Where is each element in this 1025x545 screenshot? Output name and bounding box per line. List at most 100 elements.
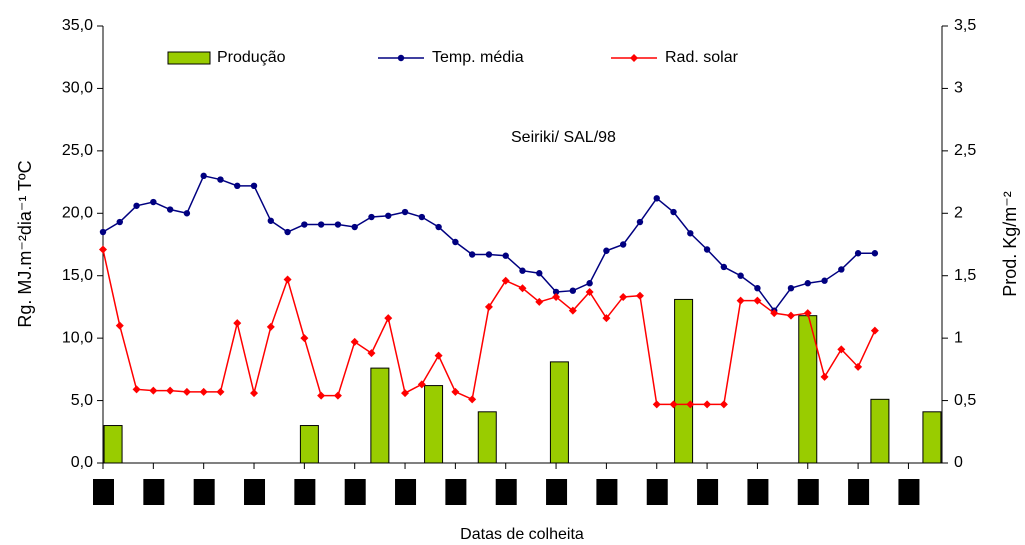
redacted-label	[294, 479, 316, 505]
y-tick-label: 20,0	[62, 205, 93, 222]
legend-label: Temp. média	[432, 49, 524, 66]
point	[317, 391, 326, 400]
point	[250, 389, 259, 398]
point	[501, 276, 510, 285]
point	[568, 306, 577, 315]
point	[686, 400, 695, 409]
y2-tick-label: 0	[954, 454, 963, 471]
redacted-label	[143, 479, 165, 505]
point	[619, 292, 628, 301]
point	[267, 217, 274, 224]
point	[300, 334, 309, 343]
point	[435, 223, 442, 231]
point	[619, 241, 627, 248]
point	[837, 345, 846, 354]
bar	[922, 411, 942, 464]
legend-label: Rad. solar	[665, 49, 739, 66]
point	[200, 172, 207, 180]
point	[468, 251, 476, 258]
bar	[370, 367, 390, 464]
point	[838, 266, 845, 273]
point	[803, 309, 812, 318]
y2-tick-label: 1,5	[954, 267, 976, 284]
point	[166, 206, 174, 213]
point	[233, 319, 242, 328]
point	[401, 389, 410, 398]
point	[452, 238, 459, 246]
redacted-label	[93, 479, 114, 505]
bar	[549, 361, 569, 464]
point	[820, 372, 829, 381]
redacted-label	[395, 479, 417, 505]
point	[250, 182, 258, 190]
point	[385, 212, 392, 219]
point	[217, 176, 224, 183]
redacted-label	[344, 479, 366, 505]
point	[367, 349, 376, 358]
point	[603, 247, 610, 254]
point	[283, 275, 292, 284]
point	[485, 251, 493, 258]
point	[703, 246, 711, 253]
point	[502, 252, 509, 259]
redacted-label	[797, 479, 819, 505]
point	[368, 213, 375, 221]
redacted-label	[244, 479, 266, 505]
point	[116, 218, 123, 226]
y2-tick-label: 0,5	[954, 392, 976, 409]
y2-tick-label: 2	[954, 205, 963, 222]
point	[703, 400, 712, 409]
point	[99, 228, 107, 236]
y-tick-label: 30,0	[62, 80, 93, 97]
point	[418, 213, 426, 221]
point	[786, 311, 795, 320]
redacted-label	[596, 479, 618, 505]
point	[653, 195, 660, 202]
y-tick-label: 5,0	[71, 392, 93, 409]
point	[821, 277, 828, 284]
point	[552, 288, 560, 296]
bar	[103, 425, 123, 464]
point	[602, 314, 611, 323]
point	[350, 337, 359, 346]
redacted-label	[747, 479, 769, 505]
point	[687, 230, 694, 237]
redacted-label	[697, 479, 719, 505]
redacted-label	[546, 479, 568, 505]
point	[234, 182, 241, 190]
point	[115, 321, 124, 330]
point	[736, 296, 745, 305]
point	[451, 387, 460, 396]
redacted-label	[898, 479, 920, 505]
x-axis-title: Datas de colheita	[460, 526, 584, 543]
y-tick-label: 15,0	[62, 267, 93, 284]
point	[401, 208, 409, 216]
point	[132, 385, 141, 394]
redacted-label	[646, 479, 668, 505]
redacted-label	[445, 479, 467, 505]
point	[519, 267, 526, 274]
y2-tick-label: 2,5	[954, 142, 976, 159]
bar	[477, 411, 497, 464]
point	[266, 322, 275, 331]
point	[652, 400, 661, 409]
legend-label: Produção	[217, 49, 286, 66]
point	[669, 400, 678, 409]
point	[99, 245, 107, 254]
point	[854, 362, 863, 371]
y-tick-label: 10,0	[62, 329, 93, 346]
bar	[299, 425, 319, 464]
point	[787, 285, 795, 292]
point	[216, 387, 225, 396]
point	[317, 221, 325, 228]
point	[535, 297, 544, 306]
point	[133, 202, 140, 209]
legend-marker	[630, 54, 638, 62]
point	[351, 223, 358, 231]
point	[770, 309, 779, 318]
point	[518, 284, 527, 293]
point	[333, 391, 342, 400]
point	[149, 386, 158, 395]
redacted-label	[495, 479, 517, 505]
